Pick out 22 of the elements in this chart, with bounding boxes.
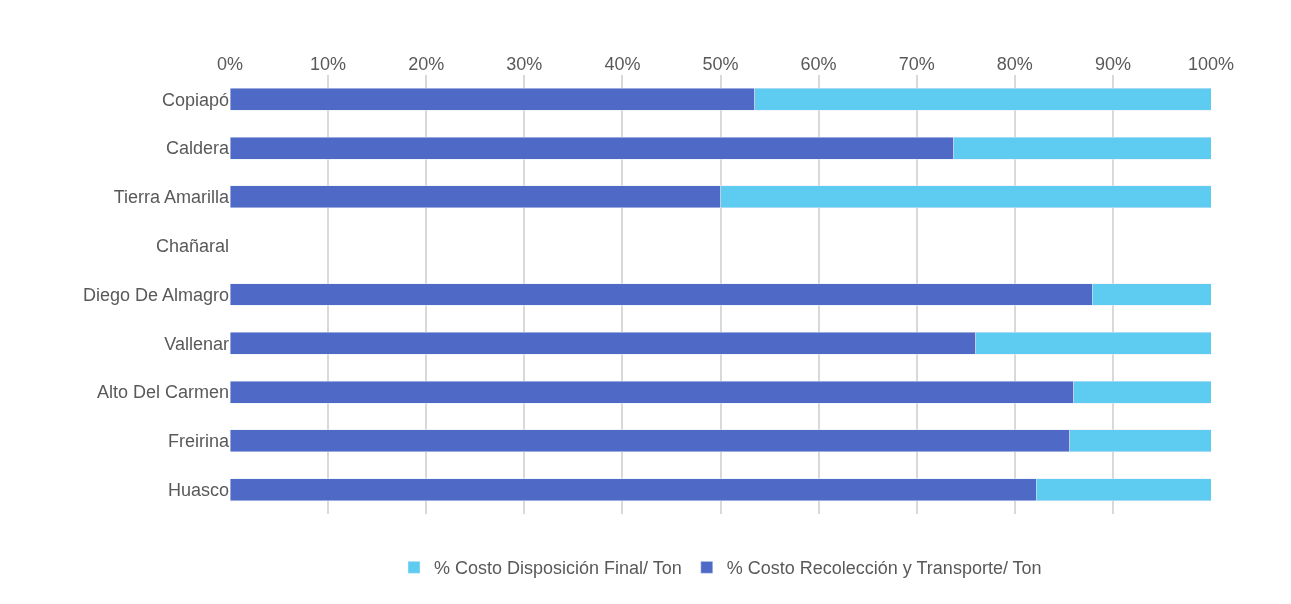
y-tick-label: Vallenar — [164, 333, 229, 354]
x-tick-label: 20% — [408, 54, 445, 75]
x-tick-label: 30% — [506, 54, 543, 75]
x-tick-label: 0% — [216, 54, 244, 75]
y-tick-label: Chañaral — [155, 236, 229, 257]
y-tick-label: Alto Del Carmen — [96, 382, 229, 403]
legend-label: % Costo Recolección y Transporte/ Ton — [726, 558, 1042, 579]
y-tick-label: Diego De Almagro — [82, 284, 229, 305]
legend-label: % Costo Disposición Final/ Ton — [434, 558, 682, 579]
x-tick-label: 80% — [996, 54, 1033, 75]
y-tick-label: Caldera — [165, 138, 230, 159]
x-tick-label: 40% — [604, 54, 641, 75]
x-tick-label: 100% — [1187, 54, 1235, 75]
x-tick-label: 10% — [310, 54, 347, 75]
y-tick-label: Tierra Amarilla — [113, 187, 230, 208]
x-tick-label: 70% — [898, 54, 935, 75]
y-tick-label: Copiapó — [161, 89, 229, 110]
x-tick-label: 60% — [800, 54, 837, 75]
x-tick-label: 50% — [702, 54, 739, 75]
y-tick-label: Freirina — [167, 431, 230, 452]
y-tick-label: Huasco — [167, 479, 229, 500]
x-tick-label: 90% — [1094, 54, 1131, 75]
